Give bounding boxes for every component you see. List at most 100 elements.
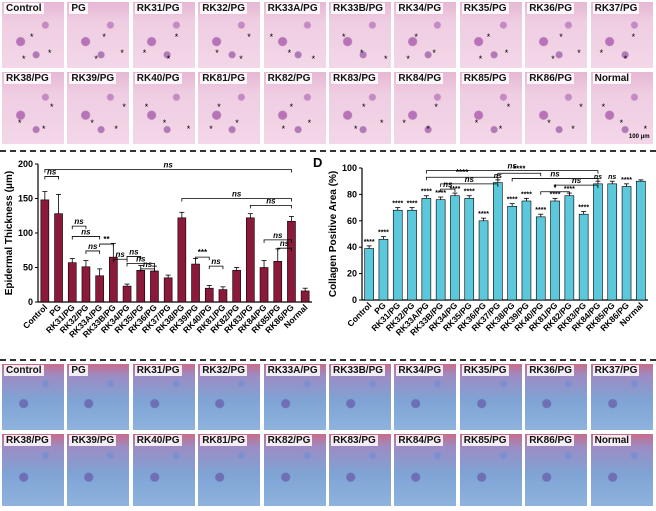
micrograph-label: RK31/PG	[134, 365, 182, 376]
significance-label: ns	[211, 257, 221, 266]
y-tick-label: 0	[352, 295, 357, 305]
micrograph-tile: RK38/PG * * *	[2, 72, 64, 144]
micrograph-tile: RK33A/PG	[263, 364, 326, 430]
micrograph-tile: Control	[2, 364, 64, 430]
micrograph-tile: RK86/PG * * *	[525, 72, 588, 144]
wound-marker-star: *	[478, 54, 483, 64]
micrograph-label: RK86/PG	[527, 73, 574, 84]
wound-marker-star: *	[619, 118, 624, 128]
wound-marker-star: *	[235, 118, 239, 128]
bar	[564, 195, 575, 301]
micrograph-label: RK35/PG	[461, 3, 509, 14]
bar-significance-label: ns	[608, 174, 616, 181]
bar	[621, 186, 632, 301]
wound-marker-star: *	[50, 102, 54, 112]
panel-letter-d: D	[313, 155, 323, 170]
bar	[259, 267, 269, 303]
micrograph-label: Normal	[592, 73, 632, 84]
wound-marker-star: *	[547, 118, 551, 128]
bar-significance-label: ns	[594, 174, 602, 181]
bar	[464, 198, 475, 301]
wound-marker-star: *	[599, 48, 604, 58]
micrograph-tile: RK40/PG	[132, 434, 195, 506]
bar	[407, 209, 417, 301]
significance-label: ns	[443, 180, 453, 189]
micrograph-tile: RK86/PG	[525, 434, 588, 506]
x-tick-label: Control	[345, 300, 373, 328]
bar	[122, 285, 132, 303]
y-tick-label: 20	[347, 269, 357, 279]
significance-label: ns	[550, 170, 560, 179]
micrograph-label: RK40/PG	[134, 435, 182, 446]
significance-bracket	[440, 183, 499, 187]
bar	[163, 277, 173, 303]
significance-label: ns	[47, 167, 57, 176]
wound-marker-star: *	[289, 102, 294, 112]
micrograph-tile: Normal * * * 100 μm	[590, 72, 653, 144]
micrograph-tile: RK82/PG * * *	[263, 72, 326, 144]
wound-marker-star: *	[342, 32, 346, 42]
wound-marker-star: *	[380, 118, 384, 128]
significance-bracket	[497, 172, 542, 177]
micrograph-label: RK36/PG	[527, 365, 574, 376]
bar	[493, 182, 503, 301]
wound-marker-star: *	[30, 32, 34, 42]
significance-label: ns	[232, 190, 242, 199]
wound-marker-star: *	[209, 124, 213, 134]
bar	[378, 238, 389, 301]
bar-significance-label: ****	[535, 207, 546, 214]
significance-label: ns	[136, 254, 146, 263]
micrograph-label: RK32/PG	[200, 365, 247, 376]
wound-marker-star: *	[432, 48, 436, 58]
significance-label: ***	[198, 248, 208, 257]
bar	[40, 199, 50, 303]
micrograph-label: RK86/PG	[527, 435, 574, 446]
micrograph-label: RK34/PG	[396, 365, 444, 376]
bar	[300, 290, 310, 303]
micrograph-tile: RK34/PG	[394, 364, 457, 430]
micrograph-label: RK37/PG	[592, 365, 640, 376]
wound-marker-star: *	[506, 102, 511, 112]
micrograph-label: RK84/PG	[396, 73, 444, 84]
significance-label: ns	[465, 175, 475, 184]
micrograph-tile: RK81/PG * * *	[198, 72, 261, 144]
significance-label: ****	[513, 164, 526, 173]
significance-label: ns	[280, 239, 290, 248]
micrograph-label: RK82/PG	[265, 73, 313, 84]
significance-label: ns	[81, 227, 91, 236]
micrograph-tile: RK39/PG * * *	[67, 72, 130, 144]
wound-marker-star: *	[120, 48, 124, 58]
micrograph-tile: RK36/PG * * *	[525, 2, 588, 68]
micrograph-label: RK38/PG	[4, 73, 51, 84]
micrograph-label: Control	[4, 3, 44, 14]
wound-marker-star: *	[42, 124, 46, 134]
bar	[136, 269, 146, 303]
micrograph-label: RK31/PG	[134, 3, 182, 14]
bar	[67, 262, 77, 303]
micrograph-tile: RK83/PG * * *	[329, 72, 391, 144]
wound-marker-star: *	[217, 102, 221, 112]
wound-marker-star: *	[551, 54, 555, 64]
micrograph-tile: RK85/PG * * *	[459, 72, 522, 144]
bar	[177, 217, 187, 303]
wound-marker-star: *	[311, 54, 316, 64]
micrograph-tile: RK35/PG	[459, 364, 522, 430]
wound-marker-star: *	[498, 124, 503, 134]
significance-label: ns	[143, 260, 153, 269]
micrograph-tile: RK84/PG * * *	[394, 72, 457, 144]
micrograph-tile: RK31/PG	[132, 364, 195, 430]
bar	[507, 205, 517, 301]
micrograph-label: RK33A/PG	[265, 3, 320, 14]
micrograph-label: RK36/PG	[527, 3, 574, 14]
wound-marker-star: *	[426, 124, 430, 134]
bar	[232, 269, 241, 303]
micrograph-tile: RK81/PG	[198, 434, 261, 506]
bar-significance-label: ****	[364, 239, 375, 246]
bar	[593, 183, 603, 301]
wound-marker-star: *	[186, 124, 191, 134]
wound-marker-star: *	[287, 48, 292, 58]
micrograph-tile: RK82/PG	[263, 434, 326, 506]
bar-significance-label: ****	[564, 186, 575, 193]
wound-marker-star: *	[269, 32, 274, 42]
